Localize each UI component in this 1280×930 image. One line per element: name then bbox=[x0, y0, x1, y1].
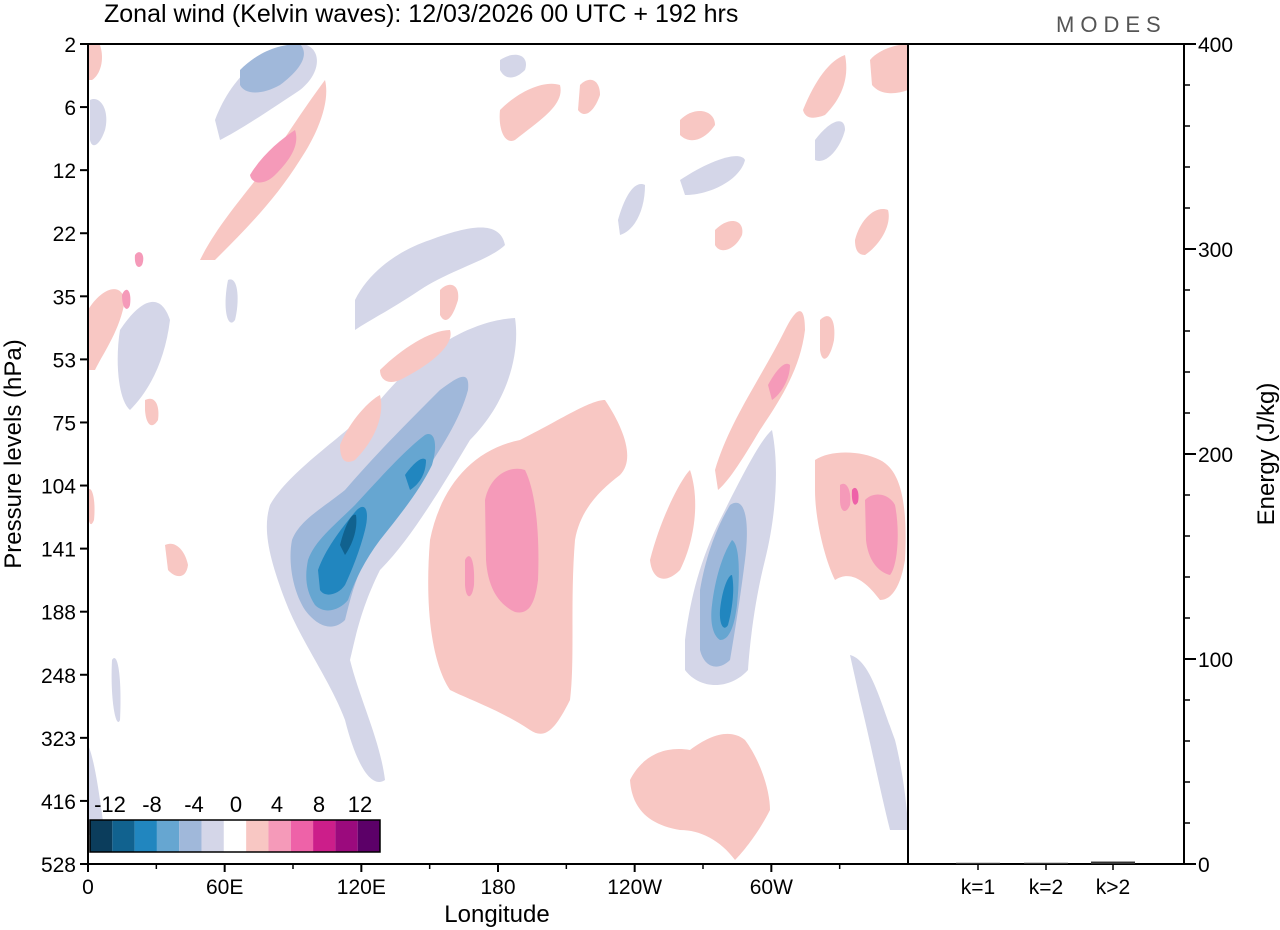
contour-level-neg2 bbox=[88, 44, 908, 835]
x-tick-label: 180 bbox=[480, 876, 515, 899]
y-axis-label: Pressure levels (hPa) bbox=[0, 339, 27, 568]
energy-tick-label: 200 bbox=[1198, 444, 1233, 467]
colorbar-frame bbox=[89, 819, 381, 853]
contour-level-pos4 bbox=[122, 130, 898, 613]
x-tick-label: 60W bbox=[750, 876, 793, 899]
colorbar-swatch bbox=[313, 820, 336, 852]
y-tick-label: 75 bbox=[53, 412, 76, 435]
colorbar-swatch bbox=[357, 820, 380, 852]
y-tick-label: 323 bbox=[41, 728, 76, 751]
y-tick-label: 248 bbox=[41, 665, 76, 688]
contour-level-neg12 bbox=[340, 514, 357, 555]
chart-title: Zonal wind (Kelvin waves): 12/03/2026 00… bbox=[104, 0, 738, 28]
colorbar-swatch bbox=[290, 820, 314, 852]
contour-level-pos6 bbox=[851, 487, 859, 505]
energy-bar bbox=[1024, 862, 1068, 864]
colorbar-swatch bbox=[156, 820, 180, 852]
y-tick-label: 104 bbox=[41, 476, 76, 499]
colorbar-swatch bbox=[335, 820, 358, 852]
energy-tick-label: 100 bbox=[1198, 649, 1233, 672]
energy-axis-label: Energy (J/kg) bbox=[1253, 383, 1280, 526]
energy-category-label: k=2 bbox=[1029, 876, 1063, 899]
y-tick-label: 416 bbox=[41, 791, 76, 814]
contour-level-pos2 bbox=[88, 44, 908, 860]
x-tick-label: 120E bbox=[337, 876, 386, 899]
modes-logo: MODES bbox=[1056, 12, 1167, 37]
colorbar-label: 4 bbox=[271, 792, 283, 817]
x-tick-label: 0 bbox=[82, 876, 94, 899]
energy-bars: k=1 k=2 k>2 bbox=[956, 861, 1135, 899]
colorbar-swatch bbox=[268, 820, 291, 852]
y-tick-label: 12 bbox=[53, 160, 76, 183]
colorbar-swatch bbox=[90, 820, 113, 852]
energy-tick-label: 300 bbox=[1198, 239, 1233, 262]
energy-bar bbox=[956, 862, 1000, 864]
y-axis: 2 6 12 22 35 53 75 104 141 188 248 323 416 528 bbox=[41, 34, 88, 877]
x-tick-label: 60E bbox=[206, 876, 243, 899]
colorbar-label: 0 bbox=[230, 792, 242, 817]
y-tick-label: 141 bbox=[41, 539, 76, 562]
y-tick-label: 188 bbox=[41, 602, 76, 625]
x-axis-label: Longitude bbox=[444, 901, 549, 928]
energy-frame bbox=[907, 43, 1185, 865]
colorbar-swatch bbox=[112, 820, 135, 852]
energy-bar bbox=[1091, 861, 1135, 864]
colorbar-label: -12 bbox=[94, 792, 126, 817]
y-tick-label: 2 bbox=[64, 34, 76, 57]
energy-category-label: k=1 bbox=[961, 876, 995, 899]
y-tick-label: 22 bbox=[53, 223, 76, 246]
colorbar-label: -4 bbox=[184, 792, 204, 817]
colorbar-swatch bbox=[246, 820, 269, 852]
colorbar-swatch bbox=[179, 820, 202, 852]
colorbar-label: -8 bbox=[142, 792, 162, 817]
colorbar-swatch bbox=[134, 820, 157, 852]
y-tick-label: 53 bbox=[53, 349, 76, 372]
colorbar-label: 12 bbox=[348, 792, 372, 817]
energy-tick-label: 400 bbox=[1198, 34, 1233, 57]
energy-category-label: k>2 bbox=[1096, 876, 1130, 899]
x-tick-label: 120W bbox=[607, 876, 662, 899]
colorbar-swatch bbox=[223, 820, 247, 852]
x-axis: 0 60E 120E 180 120W 60W bbox=[82, 864, 841, 899]
colorbar-swatch bbox=[201, 820, 224, 852]
y-tick-label: 35 bbox=[53, 286, 76, 309]
colorbar: -12 -8 -4 0 4 8 12 bbox=[89, 792, 381, 853]
colorbar-label: 8 bbox=[313, 792, 325, 817]
energy-tick-label: 0 bbox=[1198, 854, 1210, 877]
y-tick-label: 528 bbox=[41, 854, 76, 877]
contour-field bbox=[88, 44, 908, 860]
y-tick-label: 6 bbox=[64, 97, 76, 120]
energy-axis: 0 100 200 300 400 bbox=[1184, 34, 1233, 877]
